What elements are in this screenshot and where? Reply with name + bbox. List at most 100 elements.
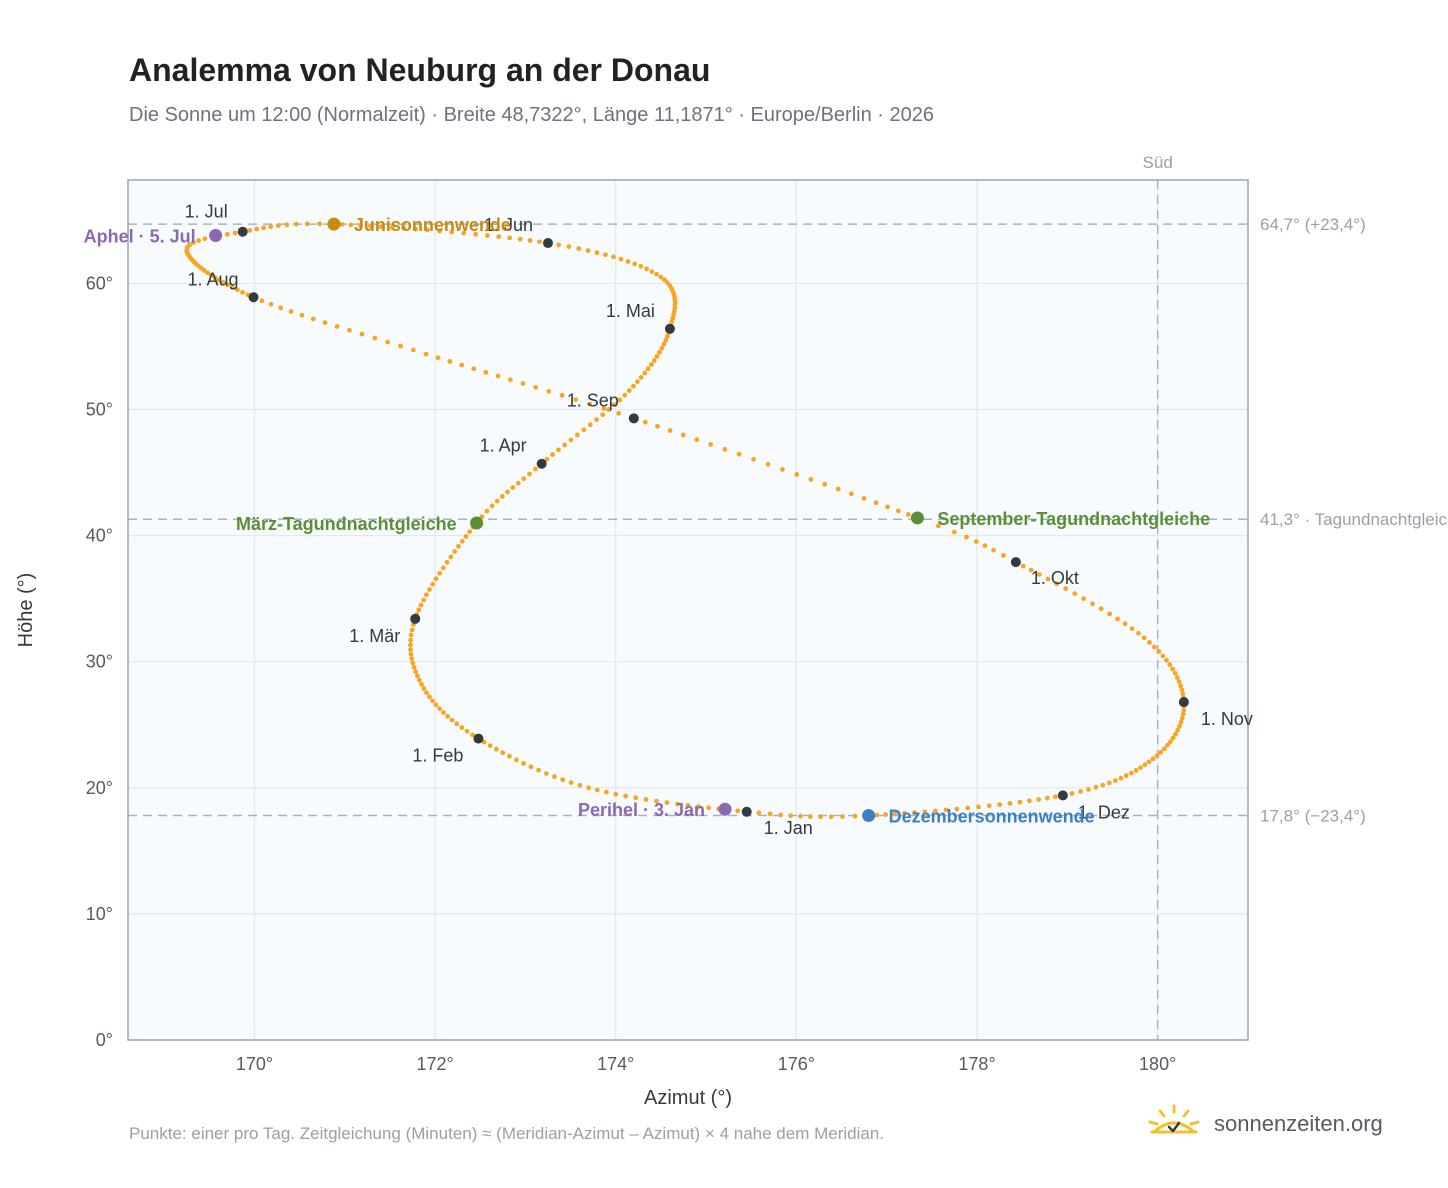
daily-point <box>212 275 218 280</box>
daily-point <box>322 320 328 326</box>
daily-point <box>1176 679 1182 684</box>
daily-point <box>685 802 691 808</box>
daily-point <box>933 808 938 814</box>
daily-point <box>433 702 439 708</box>
daily-point <box>408 642 413 648</box>
daily-point <box>368 223 373 229</box>
daily-point <box>240 289 245 295</box>
month-label: 1. Mai <box>606 301 655 321</box>
daily-point <box>459 725 465 730</box>
daily-point <box>603 252 608 258</box>
month-point <box>237 226 248 237</box>
daily-point <box>433 576 439 582</box>
daily-point <box>982 543 988 549</box>
daily-point <box>601 406 607 411</box>
daily-point <box>873 500 879 506</box>
daily-point <box>521 476 527 482</box>
chart-title: Analemma von Neuburg an der Donau <box>129 52 711 88</box>
daily-point <box>359 331 365 337</box>
daily-point <box>625 259 631 264</box>
month-point <box>248 292 259 303</box>
reference-line-label: 64,7° (+23,4°) <box>1260 215 1366 234</box>
daily-point <box>413 226 418 232</box>
daily-point <box>835 486 841 492</box>
daily-point <box>976 804 981 810</box>
daily-point <box>425 227 430 233</box>
daily-point <box>622 392 628 398</box>
daily-point <box>798 813 803 819</box>
daily-point <box>861 495 867 501</box>
daily-point <box>905 512 911 517</box>
daily-point <box>1164 657 1169 663</box>
daily-point <box>568 437 574 443</box>
daily-point <box>385 339 391 345</box>
brand[interactable]: sonnenzeiten.org <box>1146 1100 1383 1148</box>
event-point <box>470 516 484 530</box>
daily-point <box>1173 731 1178 737</box>
brand-name: sonnenzeiten.org <box>1214 1111 1383 1136</box>
daily-point <box>288 309 294 314</box>
daily-point <box>1118 775 1124 781</box>
daily-point <box>560 777 566 783</box>
daily-point <box>268 301 274 307</box>
y-tick-label: 50° <box>86 400 113 420</box>
daily-point <box>484 508 490 514</box>
daily-point <box>278 305 284 311</box>
daily-point <box>421 686 427 692</box>
daily-point <box>1078 789 1083 794</box>
daily-point <box>1179 715 1185 721</box>
event-label: Perihel · 3. Jan <box>578 800 705 820</box>
daily-point <box>1036 572 1042 577</box>
daily-point <box>964 534 969 540</box>
daily-point <box>722 446 728 452</box>
daily-point <box>521 760 526 766</box>
daily-point <box>1156 649 1162 654</box>
month-label: 1. Jan <box>764 818 813 838</box>
daily-point <box>1106 780 1112 786</box>
daily-point <box>1123 773 1129 779</box>
daily-point <box>651 358 657 363</box>
daily-point <box>515 480 521 486</box>
daily-point <box>259 298 265 304</box>
daily-point <box>556 242 562 248</box>
daily-point <box>943 807 949 813</box>
daily-point <box>1001 553 1006 558</box>
daily-point <box>448 554 454 560</box>
daily-point <box>196 238 201 243</box>
daily-point <box>1181 707 1187 713</box>
daily-point <box>414 673 420 679</box>
daily-point <box>543 771 549 776</box>
daily-point <box>254 226 260 232</box>
daily-point <box>1154 753 1160 759</box>
daily-point <box>411 664 417 670</box>
daily-point <box>413 669 419 675</box>
event-label: Dezembersonnenwende <box>889 807 1095 827</box>
daily-point <box>261 225 267 231</box>
daily-point <box>638 263 644 269</box>
daily-point <box>1044 795 1050 801</box>
daily-point <box>594 417 599 423</box>
daily-point <box>533 466 538 472</box>
y-tick-label: 40° <box>86 526 113 546</box>
daily-point <box>1138 765 1143 771</box>
month-label: 1. Apr <box>480 436 527 456</box>
daily-point <box>536 767 541 773</box>
event-label: Aphel · 5. Jul <box>84 226 196 246</box>
daily-point <box>663 337 669 343</box>
markers: 1. Jan 1. Feb 1. Mär 1. Apr 1. Mai 1. Jun 1. J… <box>84 202 1253 838</box>
daily-point <box>427 694 432 700</box>
daily-point <box>1152 644 1157 650</box>
daily-point <box>510 485 516 490</box>
daily-point <box>459 362 465 368</box>
daily-point <box>672 302 678 307</box>
month-point <box>664 323 675 334</box>
daily-point <box>484 233 490 238</box>
daily-point <box>912 810 917 815</box>
daily-point <box>1165 742 1170 748</box>
daily-point <box>449 229 455 235</box>
daily-point <box>902 810 907 816</box>
daily-point <box>1081 596 1087 602</box>
daily-point <box>594 250 600 256</box>
daily-point <box>520 381 526 386</box>
daily-point <box>190 240 196 245</box>
